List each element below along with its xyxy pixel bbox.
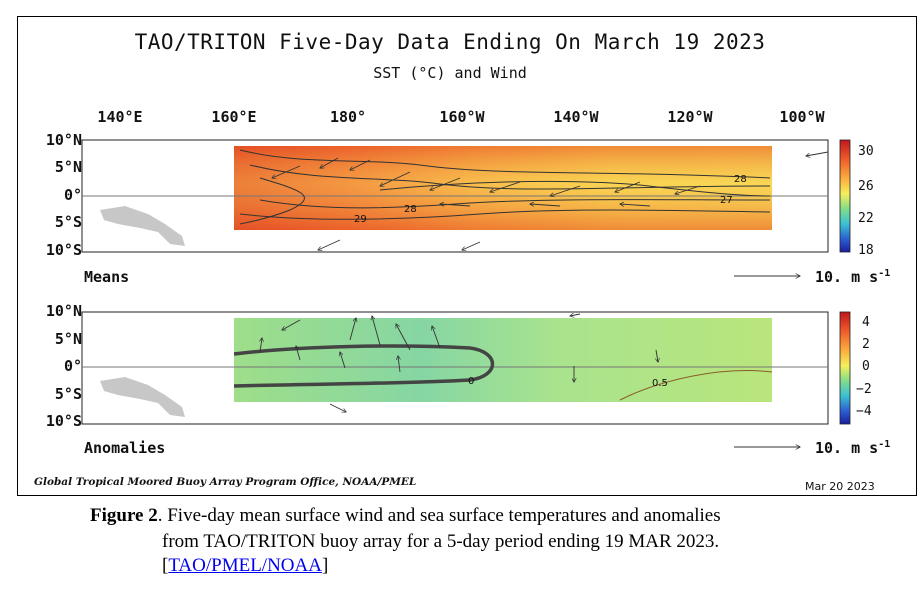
colorbar-tick: 18 bbox=[858, 243, 874, 258]
land-new-guinea bbox=[100, 206, 185, 246]
figure-label: Figure 2 bbox=[90, 505, 158, 526]
y-tick-label: 10°S bbox=[45, 412, 82, 430]
sst-contour bbox=[239, 177, 305, 225]
colorbar-tick: 4 bbox=[862, 315, 870, 330]
x-tick-label: 140°E bbox=[97, 108, 143, 126]
colorbar-anomalies bbox=[839, 311, 851, 425]
caption-bracket: [ bbox=[162, 555, 169, 576]
colorbar-tick: 26 bbox=[858, 179, 874, 194]
source-link[interactable]: TAO/PMEL/NOAA bbox=[168, 555, 322, 576]
y-tick-label: 10°S bbox=[45, 241, 82, 259]
chart-subtitle: SST (°C) and Wind bbox=[373, 64, 527, 82]
colorbar-tick: 0 bbox=[862, 359, 870, 374]
contour-label: 28 bbox=[404, 204, 417, 215]
wind-vectors-means bbox=[272, 151, 829, 250]
anomaly-field bbox=[234, 318, 772, 402]
colorbar-tick: 30 bbox=[858, 144, 874, 159]
panel-label-means: Means bbox=[84, 268, 130, 286]
sst-contour bbox=[239, 209, 771, 220]
caption-bracket: ] bbox=[321, 555, 329, 576]
chart-title: TAO/TRITON Five-Day Data Ending On March… bbox=[134, 30, 766, 54]
land-new-guinea bbox=[100, 377, 185, 417]
x-tick-label: 120°W bbox=[667, 108, 713, 126]
caption-text: from TAO/TRITON buoy array for a 5-day p… bbox=[162, 531, 720, 552]
colorbar-tick: −2 bbox=[856, 382, 872, 397]
x-tick-label: 100°W bbox=[779, 108, 825, 126]
x-tick-label: 160°W bbox=[439, 108, 485, 126]
x-tick-label: 160°E bbox=[211, 108, 257, 126]
contour-label: 29 bbox=[354, 214, 367, 225]
wind-vectors-anomalies bbox=[260, 314, 658, 412]
sst-contour bbox=[259, 199, 771, 209]
contour-label: 0.5 bbox=[652, 378, 668, 389]
colorbar-means bbox=[839, 139, 851, 253]
y-tick-label: 5°S bbox=[54, 213, 82, 231]
y-tick-label: 5°S bbox=[54, 385, 82, 403]
panel-label-anomalies: Anomalies bbox=[84, 439, 166, 457]
anomaly-contour bbox=[619, 370, 773, 401]
wind-scale-label: 10. m s-1 bbox=[815, 439, 891, 457]
colorbar-tick: 22 bbox=[858, 211, 874, 226]
colorbar-tick: −4 bbox=[856, 404, 872, 419]
sst-contour bbox=[239, 149, 771, 179]
wind-scale-label: 10. m s-1 bbox=[815, 268, 891, 286]
y-tick-label: 5°N bbox=[54, 158, 82, 176]
y-tick-label: 0° bbox=[63, 186, 82, 204]
anomaly-contour-zero bbox=[233, 344, 495, 388]
y-tick-label: 10°N bbox=[45, 302, 82, 320]
y-tick-label: 5°N bbox=[54, 330, 82, 348]
colorbar-tick: 2 bbox=[862, 337, 870, 352]
footer-date: Mar 20 2023 bbox=[805, 480, 875, 493]
contour-label: 0 bbox=[468, 376, 474, 387]
contour-label: 28 bbox=[734, 174, 747, 185]
y-tick-label: 10°N bbox=[45, 131, 82, 149]
x-tick-label: 180° bbox=[329, 108, 367, 126]
sst-contour bbox=[379, 180, 771, 197]
y-tick-label: 0° bbox=[63, 357, 82, 375]
caption-text: . Five-day mean surface wind and sea sur… bbox=[157, 505, 721, 526]
contour-label: 27 bbox=[720, 195, 733, 206]
footer-credit: Global Tropical Moored Buoy Array Progra… bbox=[34, 476, 417, 488]
x-tick-label: 140°W bbox=[553, 108, 599, 126]
